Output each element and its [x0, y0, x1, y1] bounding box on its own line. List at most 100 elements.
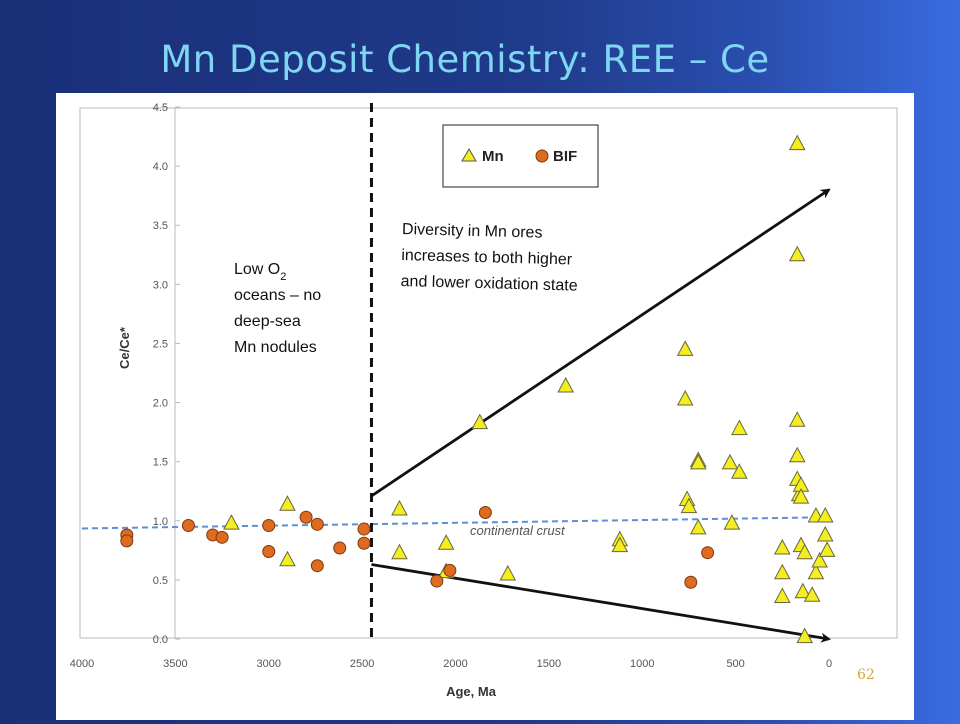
mn-point [773, 563, 791, 580]
diversity-annotation: Diversity in Mn ores increases to both h… [400, 221, 577, 295]
x-tick-label: 1000 [630, 658, 654, 670]
mn-point [807, 563, 825, 580]
mn-point [788, 411, 806, 427]
x-ticks: 4000 3500 3000 2500 2000 1500 1000 500 0 [70, 658, 832, 670]
bif-point [120, 534, 134, 548]
mn-point [680, 497, 698, 514]
x-tick-label: 3000 [257, 658, 281, 670]
bif-point [478, 506, 492, 520]
mn-point [611, 536, 629, 553]
bif-point [701, 546, 715, 560]
plot-frame [79, 107, 898, 639]
annotation-o2-subscript: 2 [280, 271, 286, 283]
x-tick-label: 2000 [443, 658, 467, 670]
bif-point [310, 517, 324, 531]
annotation-low-o2-line3: deep-sea [234, 313, 301, 330]
mn-point [279, 550, 296, 567]
mn-point [773, 538, 791, 555]
data-points [120, 134, 836, 644]
x-tick-label: 0 [826, 658, 832, 670]
bif-point [299, 510, 313, 524]
bif-point [262, 545, 276, 559]
mn-point [731, 463, 748, 479]
mn-point [816, 506, 834, 523]
mn-point [223, 514, 240, 530]
x-tick-label: 4000 [70, 658, 94, 670]
mn-point [731, 419, 748, 436]
y-tick-label: 3.0 [153, 279, 168, 291]
mn-point [689, 518, 707, 535]
mn-point [803, 586, 821, 602]
slide-title: Mn Deposit Chemistry: REE – Ce [160, 38, 770, 81]
legend: Mn BIF [442, 124, 599, 188]
arrow-higher-oxidation [370, 188, 831, 498]
mn-point [723, 514, 741, 530]
bif-point [357, 536, 371, 550]
bif-point [262, 519, 276, 533]
bif-point [215, 530, 229, 544]
mn-point [676, 340, 694, 356]
bif-point [430, 574, 444, 588]
mn-point [557, 376, 575, 393]
mn-point [811, 551, 828, 568]
y-tick-label: 4.0 [153, 161, 168, 173]
y-tick-label: 1.0 [153, 516, 168, 528]
legend-mn-label: Mn [482, 148, 504, 165]
mn-point [794, 582, 812, 599]
chart-panel: 0.0 0.5 1.0 1.5 2.0 2.5 3.0 3.5 4.0 4.5 4000 3500 3… [56, 93, 914, 720]
annotation-diversity-line1: Diversity in Mn ores [402, 221, 543, 242]
y-tick-label: 0.5 [153, 575, 168, 587]
y-tick-label: 2.0 [153, 398, 168, 410]
mn-point [391, 499, 408, 516]
continental-crust-label: continental crust [470, 523, 566, 538]
x-axis-label: Age, Ma [446, 684, 497, 699]
legend-mn-marker [461, 148, 477, 162]
low-o2-annotation: Low O2 oceans – no deep-sea Mn nodules [234, 261, 321, 356]
mn-point [818, 541, 836, 557]
y-ticks: 0.0 0.5 1.0 1.5 2.0 2.5 3.0 3.5 4.0 4.5 [153, 102, 180, 646]
mn-point [676, 389, 694, 406]
bif-point [443, 563, 457, 577]
y-tick-label: 3.5 [153, 220, 168, 232]
mn-point [391, 543, 408, 560]
mn-point [499, 564, 517, 581]
scatter-chart: 0.0 0.5 1.0 1.5 2.0 2.5 3.0 3.5 4.0 4.5 4000 3500 3… [70, 102, 898, 699]
continental-crust-line [81, 516, 830, 530]
bif-point [181, 519, 195, 533]
x-tick-label: 2500 [350, 658, 374, 670]
annotation-diversity-line2: increases to both higher [401, 247, 573, 268]
mn-point [471, 413, 489, 430]
annotation-diversity-line3: and lower oxidation state [400, 273, 577, 295]
mn-point [788, 245, 806, 262]
annotation-low-o2-line2: oceans – no [234, 287, 321, 304]
x-tick-label: 1500 [537, 658, 561, 670]
bif-point [357, 522, 371, 536]
bif-point [684, 575, 698, 589]
y-tick-label: 4.5 [153, 102, 168, 114]
mn-point [796, 627, 814, 644]
legend-bif-label: BIF [553, 148, 577, 165]
mn-point [689, 453, 707, 470]
bif-point [310, 559, 324, 573]
x-tick-label: 3500 [163, 658, 187, 670]
mn-point [792, 488, 810, 504]
x-tick-label: 500 [726, 658, 744, 670]
mn-point [279, 495, 296, 511]
mn-point [437, 534, 455, 550]
y-axis-label: Ce/Ce* [117, 326, 132, 369]
svg-text:Low O2: Low O2 [234, 261, 286, 283]
mn-point [788, 446, 806, 463]
mn-point [788, 134, 806, 151]
annotation-low-o2-line4: Mn nodules [234, 339, 317, 356]
annotation-low-o2-line1: Low O [234, 261, 280, 278]
y-tick-label: 2.5 [153, 338, 168, 350]
mn-point [796, 543, 814, 560]
bif-point [333, 541, 347, 555]
legend-bif-marker [535, 149, 549, 163]
y-tick-label: 0.0 [153, 634, 168, 646]
y-tick-label: 1.5 [153, 457, 168, 469]
mn-point [721, 453, 739, 470]
page-number: 62 [857, 667, 875, 683]
mn-point [816, 525, 834, 542]
mn-point [773, 587, 791, 603]
